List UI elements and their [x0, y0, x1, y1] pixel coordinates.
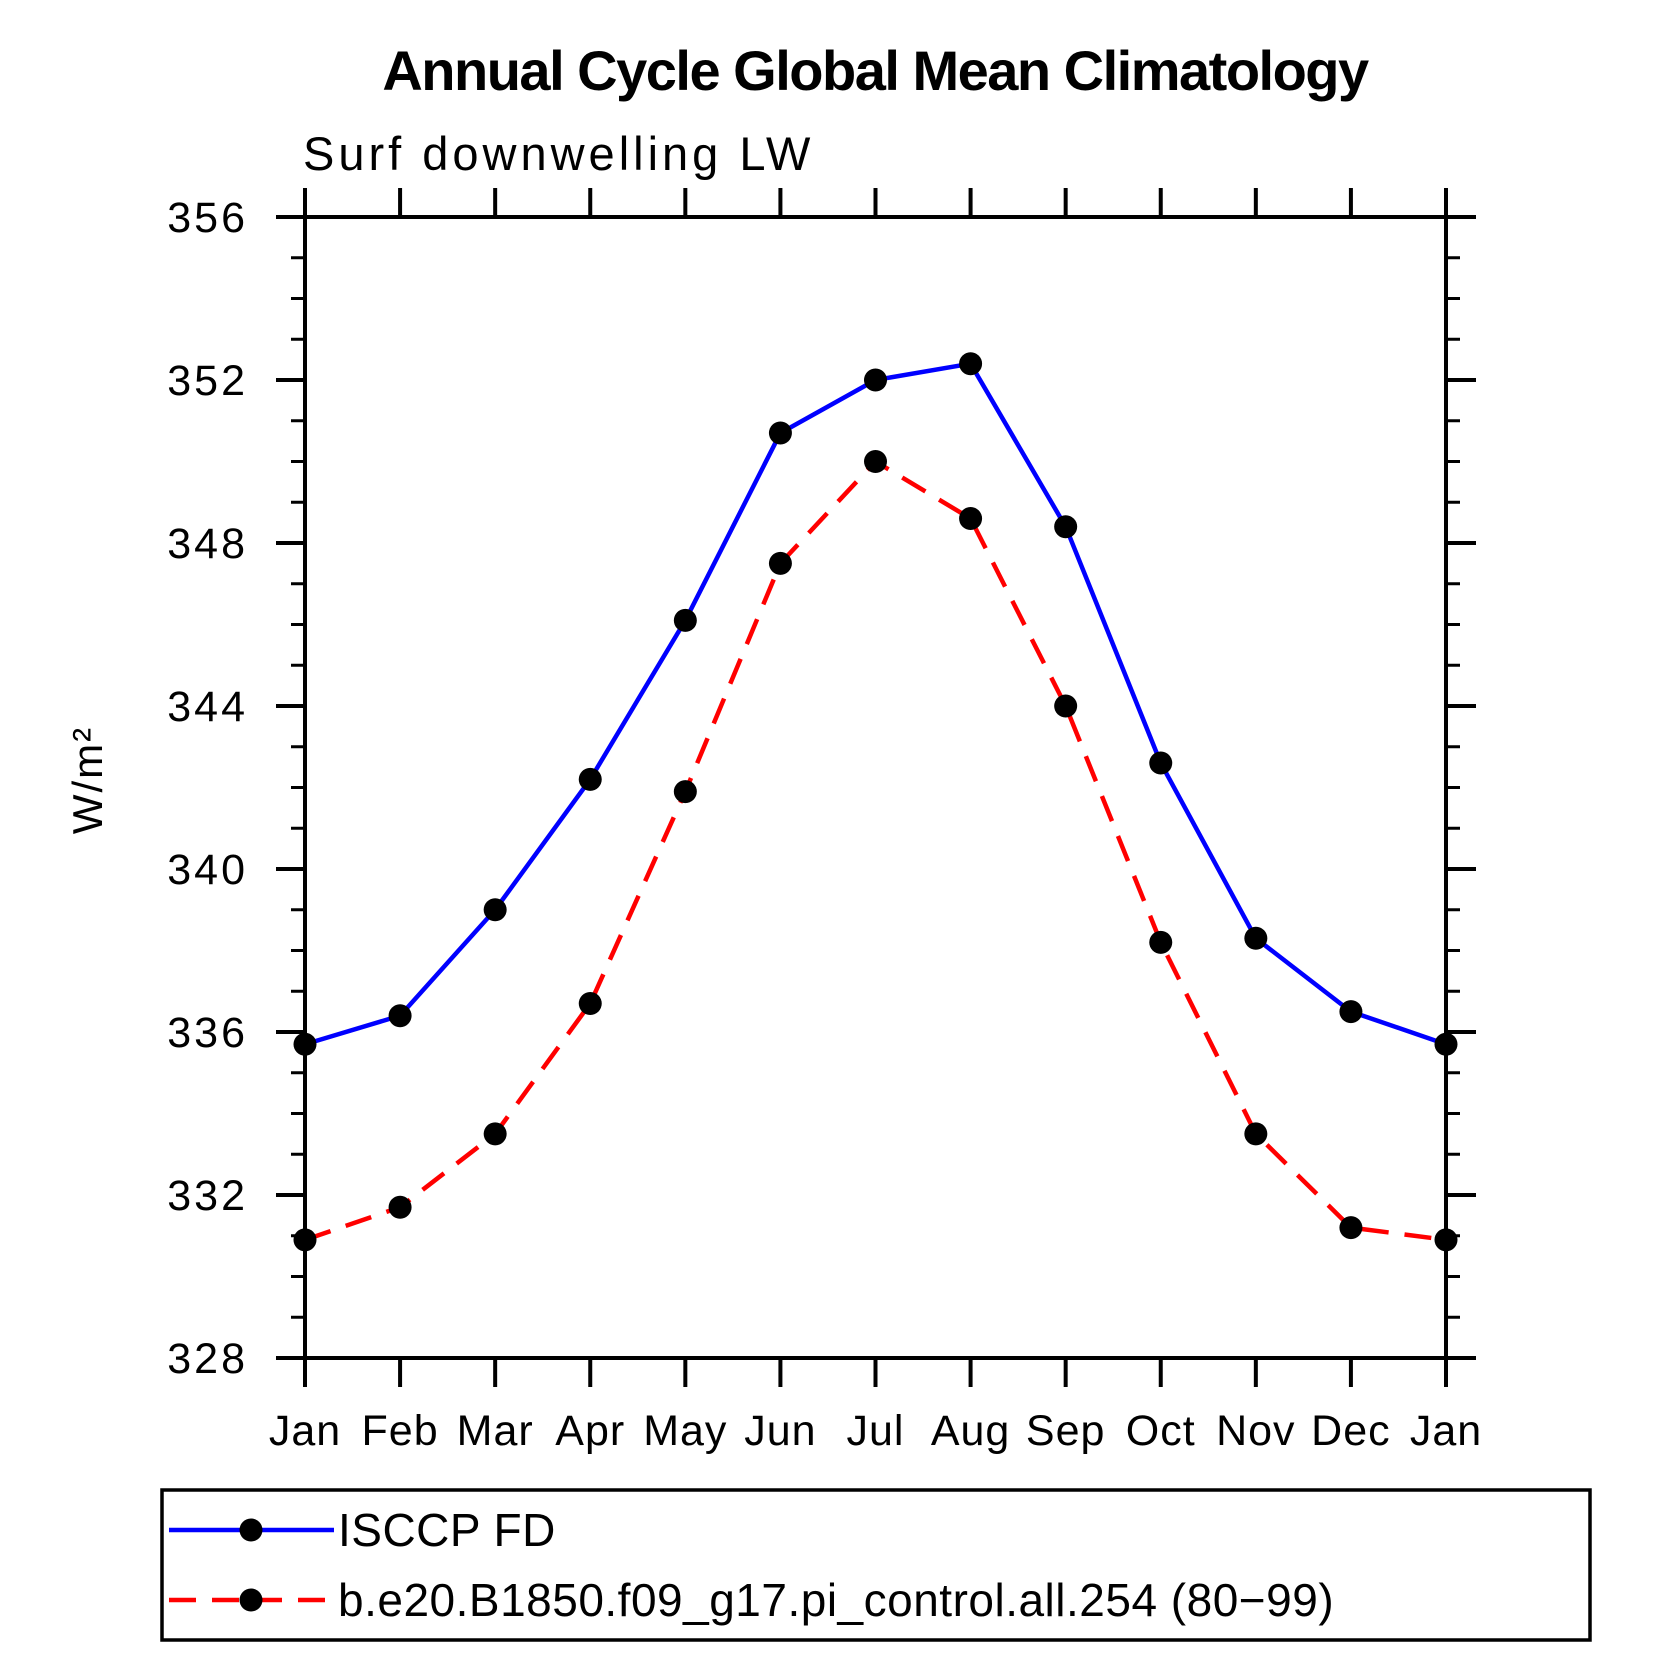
x-tick-label: Aug — [931, 1407, 1011, 1455]
data-point-1-11 — [1339, 1216, 1363, 1240]
x-tick-label: Dec — [1311, 1407, 1390, 1455]
data-point-0-3 — [578, 767, 602, 791]
data-point-1-4 — [673, 780, 697, 804]
x-tick-label: Jul — [847, 1407, 905, 1455]
y-tick-label: 356 — [167, 194, 248, 242]
legend-box — [160, 1488, 1592, 1642]
x-tick-label: Jan — [1410, 1407, 1482, 1455]
data-point-0-7 — [959, 352, 983, 376]
legend-marker-model — [239, 1588, 263, 1612]
chart-title: Annual Cycle Global Mean Climatology — [382, 39, 1369, 102]
x-tick-label: May — [643, 1407, 727, 1455]
data-point-1-8 — [1054, 694, 1078, 718]
data-point-1-2 — [483, 1122, 507, 1146]
data-point-1-9 — [1149, 930, 1173, 954]
x-tick-label: Feb — [362, 1407, 439, 1455]
y-tick-label: 332 — [167, 1172, 248, 1220]
x-tick-label: Mar — [457, 1407, 534, 1455]
data-point-1-0 — [293, 1228, 317, 1252]
data-point-0-4 — [673, 608, 697, 632]
y-tick-label: 348 — [167, 520, 248, 568]
data-point-0-6 — [864, 368, 887, 392]
y-tick-label: 328 — [167, 1335, 248, 1383]
x-tick-label: Sep — [1026, 1407, 1106, 1455]
legend-label-model: b.e20.B1850.f09_g17.pi_control.all.254 (… — [338, 1574, 1334, 1626]
plot-area: 328 332 336 340 344 348 352 356 Jan Feb Mar Apr May J… — [167, 188, 1482, 1455]
series-line-1 — [304, 458, 1447, 1243]
data-point-1-12 — [1434, 1228, 1458, 1252]
x-tick-label: Jun — [744, 1407, 816, 1455]
data-point-1-5 — [768, 551, 792, 575]
data-point-0-5 — [768, 421, 792, 445]
data-point-0-10 — [1244, 926, 1268, 950]
y-tick-label: 352 — [167, 357, 248, 405]
data-point-0-2 — [483, 898, 507, 922]
data-point-1-7 — [959, 507, 983, 531]
data-point-1-6 — [864, 450, 887, 473]
x-tick-label: Jan — [269, 1407, 341, 1455]
x-tick-label: Apr — [555, 1407, 625, 1455]
chart-subtitle: Surf downwelling LW — [303, 127, 814, 180]
legend-marker-isccp — [239, 1518, 263, 1542]
data-point-0-1 — [388, 1004, 412, 1028]
x-tick-label: Oct — [1126, 1407, 1196, 1455]
data-point-0-0 — [293, 1032, 317, 1056]
y-tick-label: 340 — [167, 846, 248, 894]
data-point-1-1 — [388, 1195, 412, 1219]
y-tick-label: 344 — [167, 683, 248, 731]
x-tick-label: Nov — [1216, 1407, 1295, 1455]
y-tick-label: 336 — [167, 1009, 248, 1057]
y-axis-label: W/m² — [64, 726, 111, 834]
data-point-0-12 — [1434, 1032, 1458, 1056]
data-point-0-9 — [1149, 751, 1173, 775]
legend: ISCCP FD b.e20.B1850.f09_g17.pi_control.… — [160, 1488, 1592, 1642]
data-point-1-10 — [1244, 1122, 1268, 1146]
data-point-1-3 — [578, 991, 602, 1015]
data-point-0-11 — [1339, 1000, 1363, 1024]
legend-label-isccp: ISCCP FD — [338, 1504, 556, 1556]
data-point-0-8 — [1054, 515, 1078, 539]
